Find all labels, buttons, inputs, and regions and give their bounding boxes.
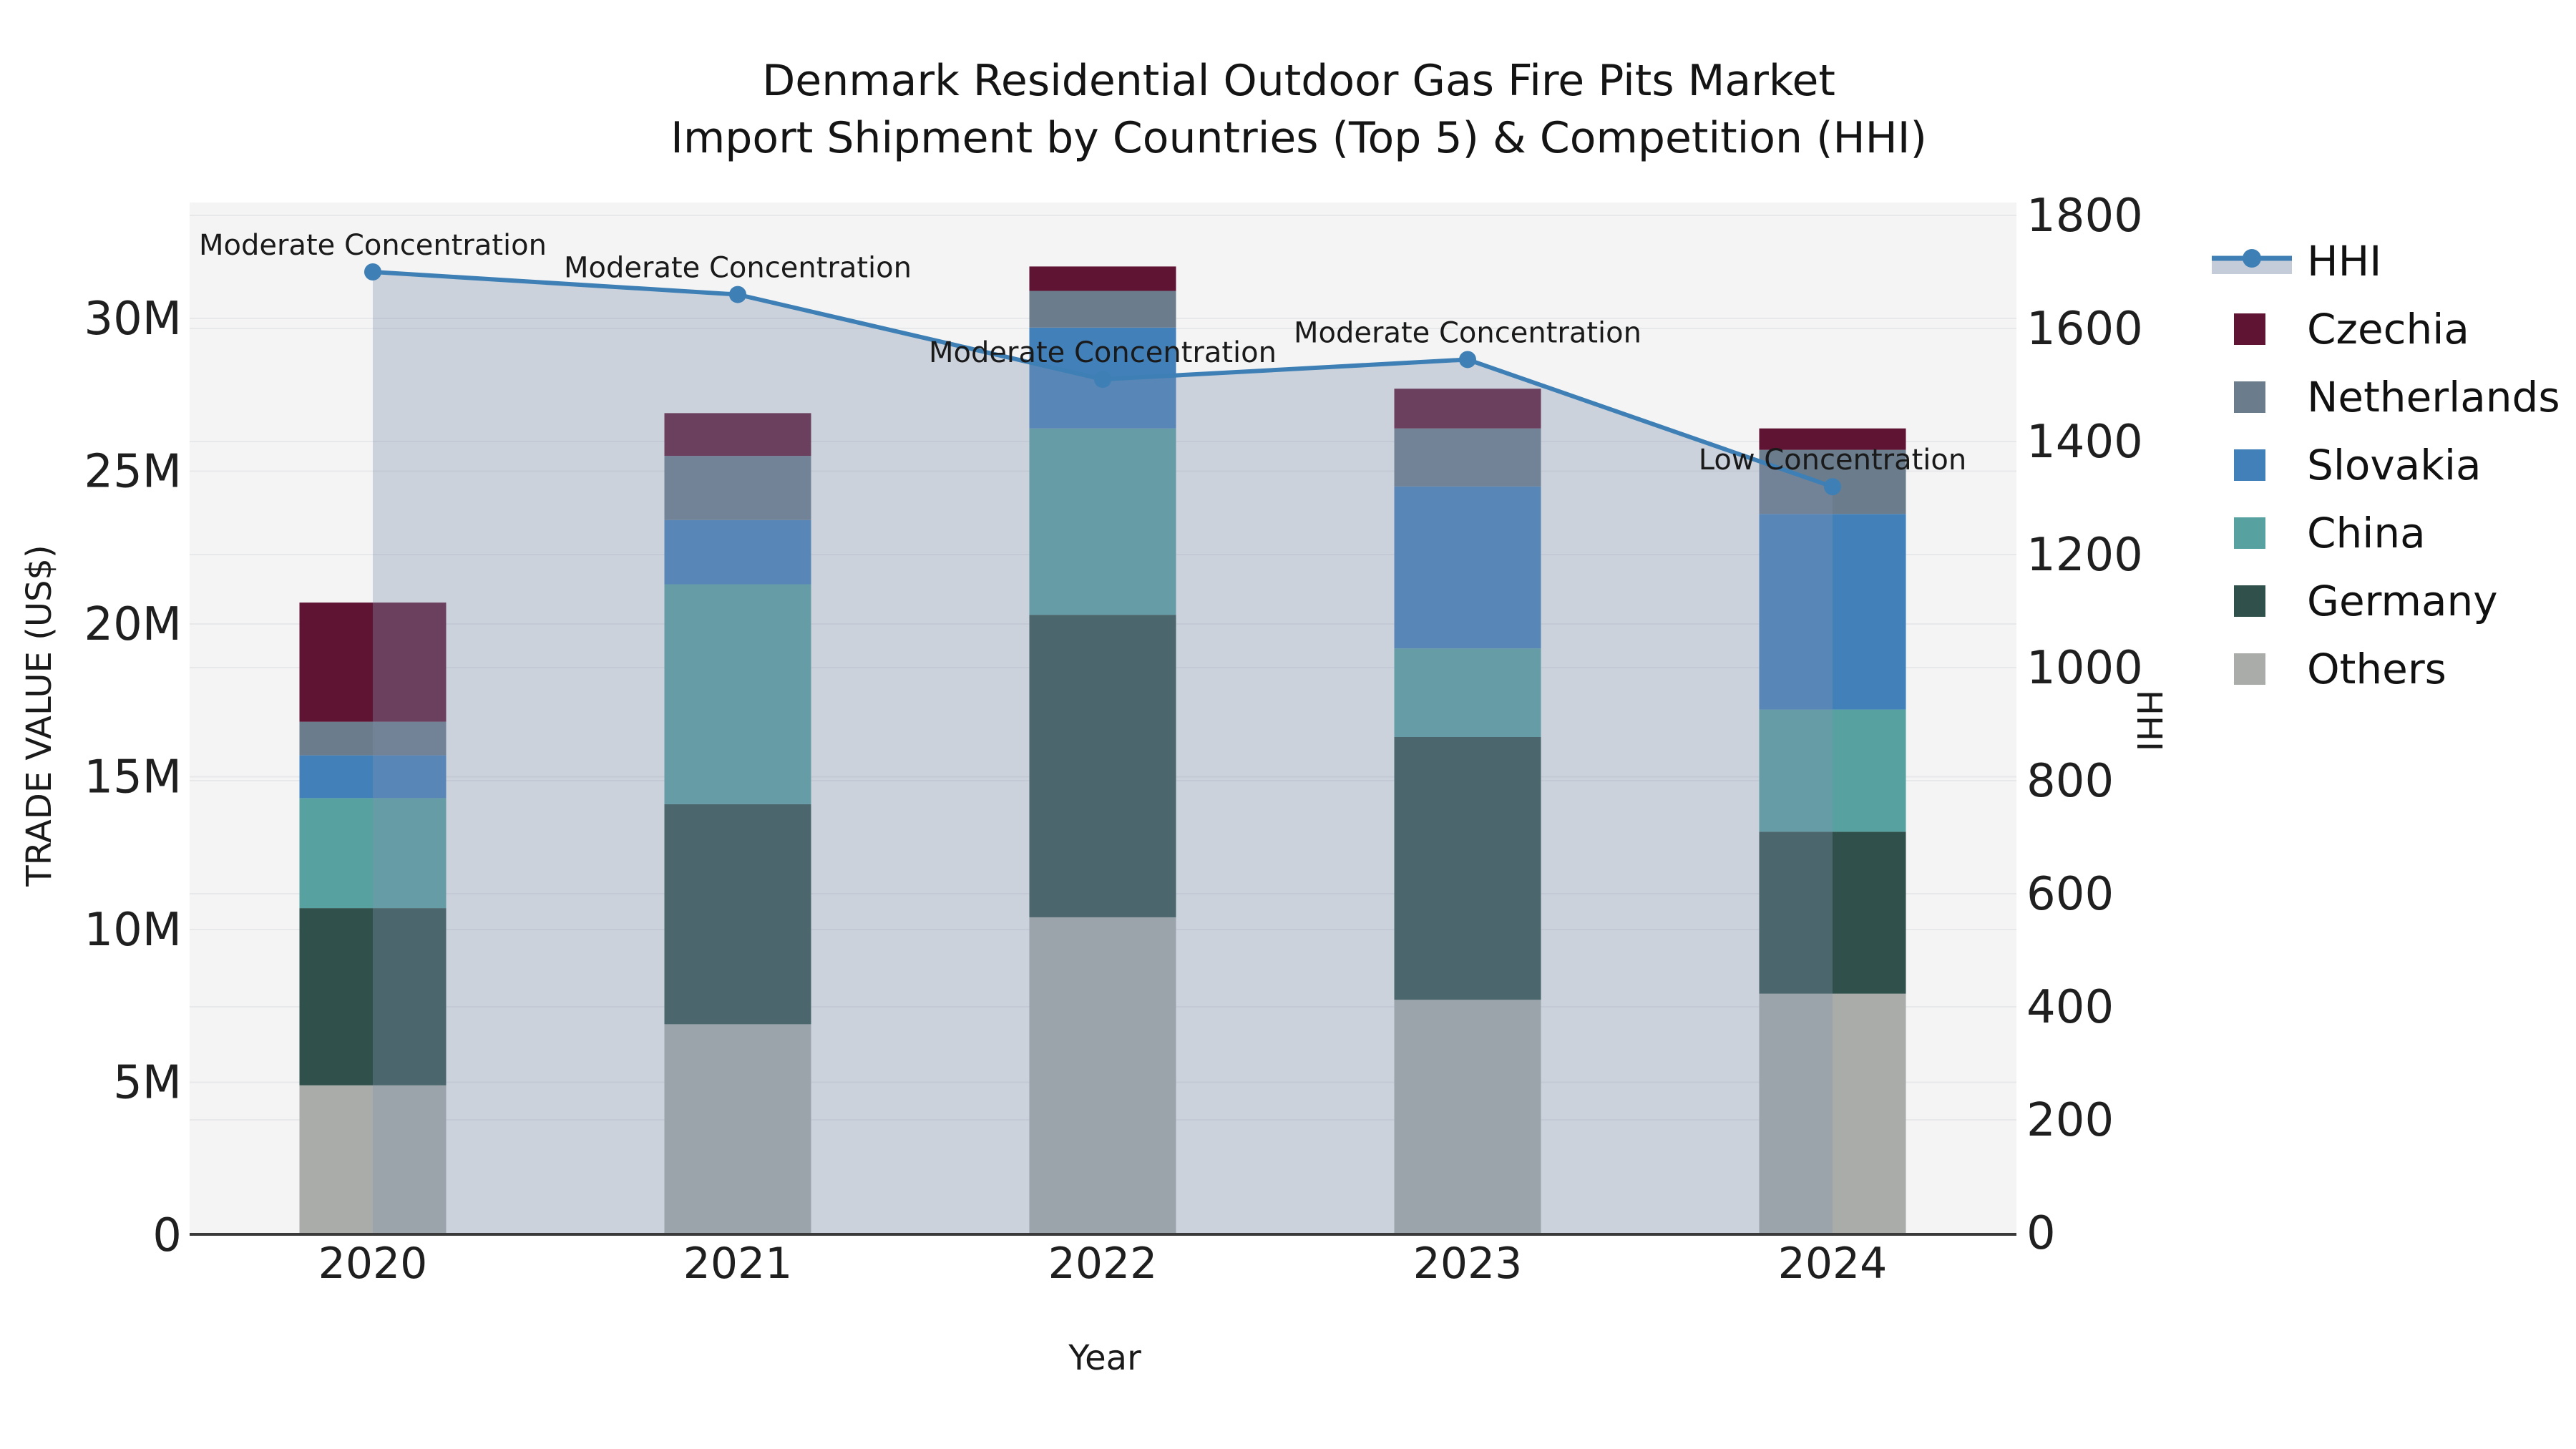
hhi-marker-2020: [364, 263, 381, 280]
y-left-tick-30M: 30M: [84, 293, 182, 346]
hhi-marker-2022: [1094, 371, 1111, 389]
legend-swatch-slovakia: [2212, 449, 2307, 481]
bar-segment-2021-china: [664, 584, 811, 804]
color-swatch: [2234, 585, 2265, 617]
legend-swatch-netherlands: [2212, 381, 2307, 413]
bar-segment-2022-others: [1029, 917, 1176, 1235]
y-right-tick-1800: 1800: [2026, 190, 2143, 243]
y-right-tick-800: 800: [2026, 755, 2114, 808]
hhi-marker-2023: [1459, 351, 1476, 369]
bar-segment-2021-germany: [664, 804, 811, 1025]
annotation-2024: Low Concentration: [1699, 444, 1966, 477]
bar-segment-2024-czechia: [1759, 428, 1906, 450]
y-left-tick-25M: 25M: [84, 446, 182, 499]
y-axis-label-left: TRADE VALUE (US$): [19, 545, 59, 887]
bar-segment-2020-germany: [299, 908, 447, 1085]
bar-segment-2020-others: [299, 1085, 447, 1235]
bar-segment-2020-china: [299, 798, 447, 909]
bar-segment-2022-czechia: [1029, 266, 1176, 291]
x-tick-2022: 2022: [1048, 1239, 1158, 1289]
legend-label: Czechia: [2307, 304, 2469, 353]
bar-segment-2024-germany: [1759, 831, 1906, 994]
legend-item-hhi: HHI: [2212, 227, 2560, 295]
bar-segment-2023-germany: [1394, 736, 1541, 1000]
color-swatch: [2234, 313, 2265, 345]
chart-title-line1: Denmark Residential Outdoor Gas Fire Pit…: [762, 56, 1835, 106]
color-swatch: [2234, 653, 2265, 685]
y-right-tick-400: 400: [2026, 981, 2114, 1034]
hhi-line-icon: [2212, 240, 2307, 283]
y-right-tick-1000: 1000: [2026, 642, 2143, 695]
bar-segment-2021-netherlands: [664, 456, 811, 520]
legend-swatch-china: [2212, 517, 2307, 549]
x-tick-2023: 2023: [1413, 1239, 1523, 1289]
bar-segment-2021-slovakia: [664, 519, 811, 585]
legend-item-germany: Germany: [2212, 567, 2560, 635]
hhi-marker-2021: [729, 286, 746, 303]
bar-segment-2023-czechia: [1394, 389, 1541, 429]
legend-label: China: [2307, 508, 2426, 557]
legend-label: HHI: [2307, 236, 2382, 286]
legend-label: Slovakia: [2307, 440, 2482, 489]
x-axis-label: Year: [1068, 1338, 1141, 1378]
hhi-area-fill: [373, 272, 1833, 1234]
bar-segment-2023-netherlands: [1394, 428, 1541, 487]
legend-item-netherlands: Netherlands: [2212, 363, 2560, 431]
legend-label: Netherlands: [2307, 372, 2560, 421]
y-left-tick-0: 0: [152, 1209, 182, 1262]
x-tick-2021: 2021: [683, 1239, 793, 1289]
bar-segment-2022-netherlands: [1029, 291, 1176, 328]
legend-item-china: China: [2212, 499, 2560, 567]
color-swatch: [2234, 449, 2265, 481]
color-swatch: [2234, 517, 2265, 549]
hhi-marker-2024: [1824, 478, 1841, 496]
legend-item-others: Others: [2212, 635, 2560, 703]
bar-segment-2021-others: [664, 1024, 811, 1235]
y-left-tick-20M: 20M: [84, 598, 182, 651]
bar-segment-2023-others: [1394, 1000, 1541, 1235]
legend-swatch-czechia: [2212, 313, 2307, 345]
y-right-tick-200: 200: [2026, 1094, 2114, 1147]
bar-segment-2024-others: [1759, 993, 1906, 1235]
annotation-2022: Moderate Concentration: [929, 336, 1277, 369]
hhi-legend-glyph: [2212, 248, 2292, 274]
y-right-tick-1400: 1400: [2026, 416, 2143, 469]
bar-segment-2020-netherlands: [299, 721, 447, 756]
y-left-tick-5M: 5M: [113, 1057, 182, 1110]
annotation-2023: Moderate Concentration: [1294, 316, 1641, 349]
bar-segment-2023-slovakia: [1394, 486, 1541, 649]
y-left-tick-15M: 15M: [84, 751, 182, 804]
y-right-tick-1600: 1600: [2026, 303, 2143, 356]
legend-label: Germany: [2307, 576, 2498, 625]
y-right-tick-1200: 1200: [2026, 529, 2143, 582]
legend: HHI Czechia Netherlands Slovakia China German…: [2212, 227, 2560, 703]
chart-title-line2: Import Shipment by Countries (Top 5) & C…: [670, 113, 1927, 163]
y-right-tick-0: 0: [2026, 1207, 2056, 1260]
legend-swatch-germany: [2212, 585, 2307, 617]
bar-segment-2024-china: [1759, 709, 1906, 832]
x-tick-2024: 2024: [1778, 1239, 1888, 1289]
bar-segment-2022-china: [1029, 428, 1176, 615]
bar-segment-2023-china: [1394, 648, 1541, 737]
x-tick-2020: 2020: [318, 1239, 428, 1289]
legend-label: Others: [2307, 644, 2446, 693]
y-left-tick-10M: 10M: [84, 904, 182, 957]
annotation-2020: Moderate Concentration: [199, 229, 547, 262]
y-axis-label-right: HHI: [2129, 689, 2169, 752]
annotation-2021: Moderate Concentration: [564, 252, 912, 285]
bar-segment-2024-slovakia: [1759, 514, 1906, 710]
y-right-tick-600: 600: [2026, 868, 2114, 921]
color-swatch: [2234, 381, 2265, 413]
legend-item-slovakia: Slovakia: [2212, 431, 2560, 499]
bar-segment-2021-czechia: [664, 413, 811, 457]
bar-segment-2020-slovakia: [299, 755, 447, 799]
bar-segment-2022-germany: [1029, 615, 1176, 917]
legend-swatch-others: [2212, 653, 2307, 685]
bar-segment-2020-czechia: [299, 602, 447, 722]
legend-item-czechia: Czechia: [2212, 295, 2560, 363]
